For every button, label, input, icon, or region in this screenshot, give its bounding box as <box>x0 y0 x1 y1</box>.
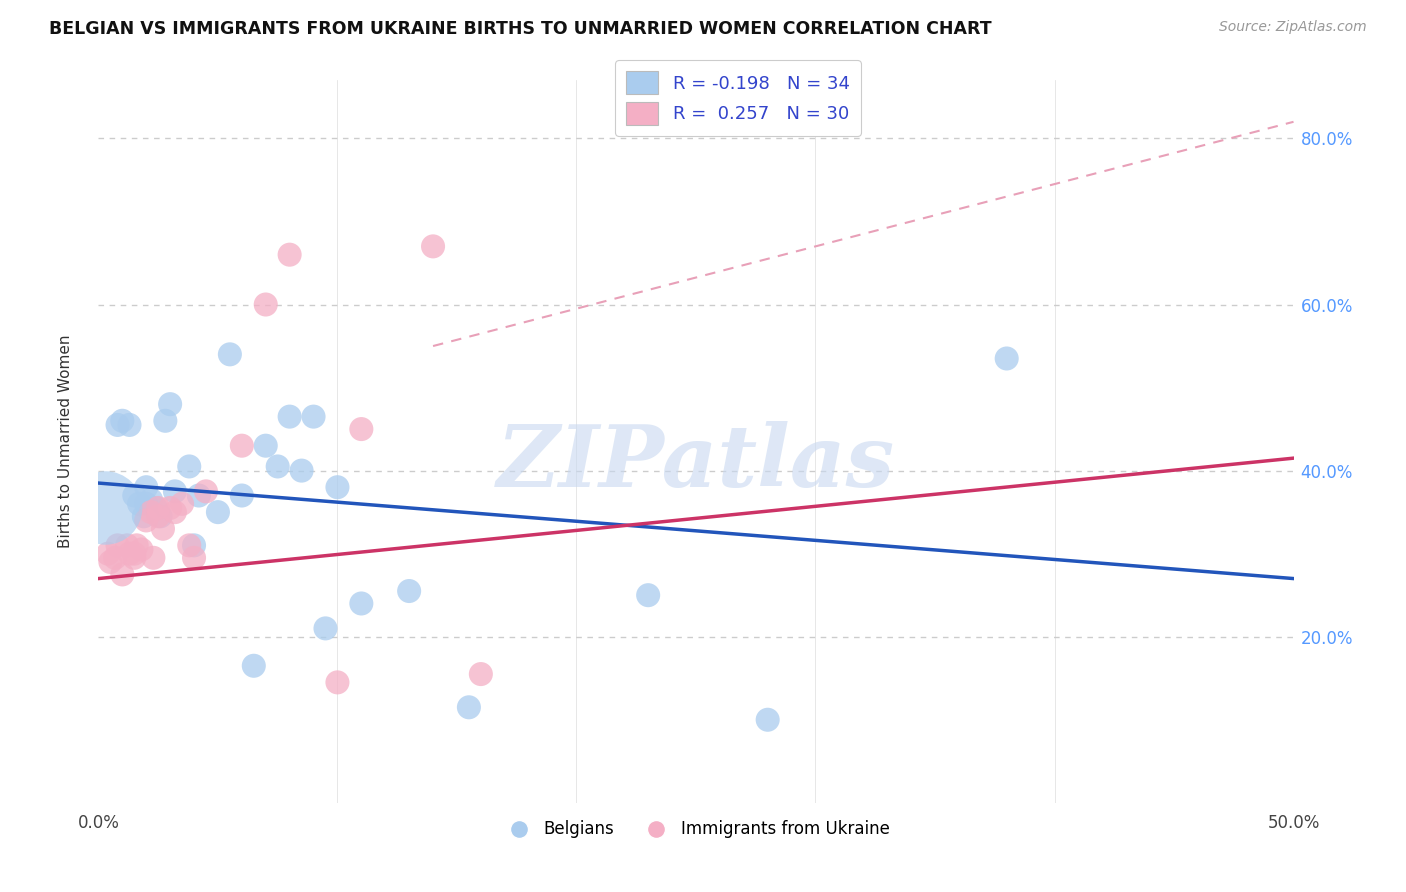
Point <box>183 550 205 565</box>
Point <box>125 538 148 552</box>
Legend: Belgians, Immigrants from Ukraine: Belgians, Immigrants from Ukraine <box>495 814 897 845</box>
Point <box>231 439 253 453</box>
Point <box>128 497 150 511</box>
Point <box>115 538 138 552</box>
Point <box>291 464 314 478</box>
Text: Source: ZipAtlas.com: Source: ZipAtlas.com <box>1219 20 1367 34</box>
Point <box>124 489 146 503</box>
Point <box>995 351 1018 366</box>
Point <box>118 547 141 561</box>
Point <box>94 500 117 515</box>
Point <box>187 489 209 503</box>
Point <box>111 414 134 428</box>
Point <box>231 489 253 503</box>
Point <box>207 505 229 519</box>
Point <box>267 459 290 474</box>
Point <box>118 417 141 432</box>
Point <box>183 538 205 552</box>
Point <box>104 550 127 565</box>
Point <box>470 667 492 681</box>
Point <box>278 248 301 262</box>
Point <box>326 480 349 494</box>
Point <box>98 555 122 569</box>
Point <box>302 409 325 424</box>
Text: BELGIAN VS IMMIGRANTS FROM UKRAINE BIRTHS TO UNMARRIED WOMEN CORRELATION CHART: BELGIAN VS IMMIGRANTS FROM UKRAINE BIRTH… <box>49 20 991 37</box>
Point <box>145 500 167 515</box>
Point <box>756 713 779 727</box>
Point <box>254 439 277 453</box>
Point <box>422 239 444 253</box>
Point <box>159 500 181 515</box>
Point <box>124 550 146 565</box>
Point <box>107 417 129 432</box>
Point <box>139 492 162 507</box>
Point <box>132 509 155 524</box>
Point <box>148 500 170 515</box>
Point <box>155 414 177 428</box>
Point <box>124 547 146 561</box>
Point <box>149 509 172 524</box>
Y-axis label: Births to Unmarried Women: Births to Unmarried Women <box>59 334 73 549</box>
Point <box>350 422 373 436</box>
Point <box>111 567 134 582</box>
Point <box>172 497 194 511</box>
Point <box>163 484 186 499</box>
Point <box>179 459 201 474</box>
Point <box>637 588 659 602</box>
Point <box>148 509 170 524</box>
Point <box>254 297 277 311</box>
Point <box>243 658 266 673</box>
Point <box>458 700 481 714</box>
Point <box>326 675 349 690</box>
Point <box>139 505 162 519</box>
Point <box>135 497 157 511</box>
Point <box>135 480 157 494</box>
Text: ZIPatlas: ZIPatlas <box>496 421 896 505</box>
Point <box>107 538 129 552</box>
Point <box>195 484 218 499</box>
Point <box>152 522 174 536</box>
Point <box>163 505 186 519</box>
Point <box>398 584 420 599</box>
Point <box>159 397 181 411</box>
Point <box>135 513 157 527</box>
Point <box>219 347 242 361</box>
Point <box>315 621 337 635</box>
Point <box>97 547 120 561</box>
Point <box>131 542 153 557</box>
Point <box>350 597 373 611</box>
Point <box>142 550 165 565</box>
Point <box>179 538 201 552</box>
Point <box>278 409 301 424</box>
